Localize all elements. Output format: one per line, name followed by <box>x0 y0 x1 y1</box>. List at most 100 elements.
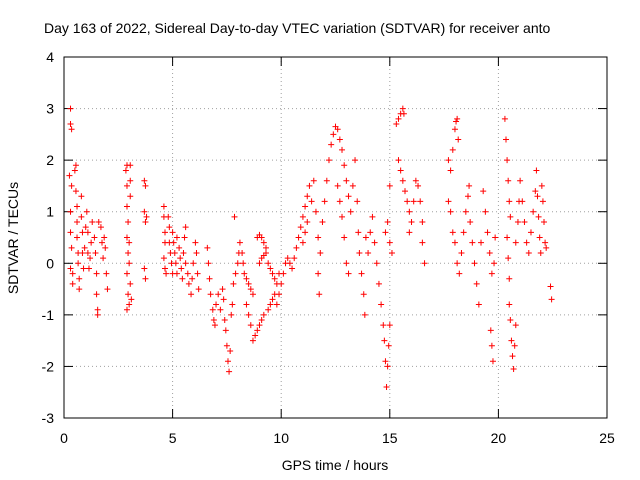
data-point <box>280 270 287 277</box>
data-point <box>319 219 326 226</box>
data-point <box>537 249 544 256</box>
data-point <box>536 234 543 241</box>
y-tick-label: 4 <box>46 49 54 65</box>
data-point <box>543 244 550 251</box>
data-point <box>67 208 74 215</box>
data-point <box>81 244 88 251</box>
data-point <box>395 157 402 164</box>
data-point <box>399 177 406 184</box>
data-point <box>534 193 541 200</box>
data-point <box>380 322 387 329</box>
data-point <box>67 265 74 272</box>
data-point <box>356 249 363 256</box>
data-point <box>87 255 94 262</box>
data-point <box>315 234 322 241</box>
y-tick-label: 1 <box>46 204 54 220</box>
data-point <box>447 208 454 215</box>
data-point <box>127 162 134 169</box>
data-point <box>72 162 79 169</box>
data-point <box>67 105 74 112</box>
data-point <box>68 244 75 251</box>
data-point <box>419 239 426 246</box>
data-point <box>317 249 324 256</box>
data-point <box>160 255 167 262</box>
data-point <box>312 208 319 215</box>
data-point <box>169 229 176 236</box>
data-point <box>227 347 234 354</box>
data-point <box>180 249 187 256</box>
data-point <box>343 177 350 184</box>
data-point <box>385 342 392 349</box>
data-point <box>336 136 343 143</box>
data-point <box>488 342 495 349</box>
data-point <box>231 213 238 220</box>
data-point <box>72 188 79 195</box>
data-point <box>445 198 452 205</box>
data-point <box>123 234 130 241</box>
data-point <box>271 275 278 282</box>
data-point <box>102 244 109 251</box>
data-point <box>211 322 218 329</box>
plot-frame <box>63 56 608 419</box>
data-point <box>462 208 469 215</box>
data-point <box>404 198 411 205</box>
data-point <box>194 270 201 277</box>
data-point <box>352 157 359 164</box>
data-point <box>373 260 380 267</box>
data-point <box>207 291 214 298</box>
data-point <box>209 306 216 313</box>
data-point <box>508 337 515 344</box>
data-point <box>247 322 254 329</box>
data-point <box>395 115 402 122</box>
data-point <box>217 306 224 313</box>
data-point <box>345 193 352 200</box>
data-point <box>453 118 460 125</box>
y-axis-label: SDTVAR / TECUs <box>5 182 21 294</box>
data-point <box>354 198 361 205</box>
x-tick-label: 5 <box>169 430 177 446</box>
data-point <box>297 224 304 231</box>
data-point <box>386 239 393 246</box>
data-point <box>406 229 413 236</box>
data-point <box>365 249 372 256</box>
data-point <box>178 265 185 272</box>
x-tick-label: 15 <box>382 430 398 446</box>
data-point <box>355 229 362 236</box>
data-point <box>475 301 482 308</box>
data-point <box>347 208 354 215</box>
data-point <box>525 249 532 256</box>
data-point <box>127 280 134 287</box>
data-point <box>358 270 365 277</box>
data-point <box>469 239 476 246</box>
data-point <box>262 244 269 251</box>
data-point <box>415 182 422 189</box>
data-point <box>141 177 148 184</box>
data-point <box>289 265 296 272</box>
data-point <box>328 141 335 148</box>
data-point <box>454 260 461 267</box>
data-point <box>245 280 252 287</box>
axis-ticks <box>63 56 608 419</box>
data-point <box>488 270 495 277</box>
x-tick-label: 10 <box>273 430 289 446</box>
data-point <box>74 234 81 241</box>
data-point <box>330 131 337 138</box>
data-point <box>94 311 101 318</box>
x-axis-label: GPS time / hours <box>282 457 389 473</box>
data-point <box>384 219 391 226</box>
data-point <box>535 213 542 220</box>
data-point <box>304 219 311 226</box>
data-point <box>306 182 313 189</box>
data-point <box>339 146 346 153</box>
data-point <box>76 286 83 293</box>
data-point <box>103 270 110 277</box>
data-point <box>369 213 376 220</box>
data-point <box>267 265 274 272</box>
data-point <box>123 182 130 189</box>
data-point <box>269 296 276 303</box>
data-point <box>247 286 254 293</box>
x-tick-label: 25 <box>599 430 615 446</box>
data-point <box>258 234 265 241</box>
data-point <box>276 291 283 298</box>
data-point <box>125 219 132 226</box>
